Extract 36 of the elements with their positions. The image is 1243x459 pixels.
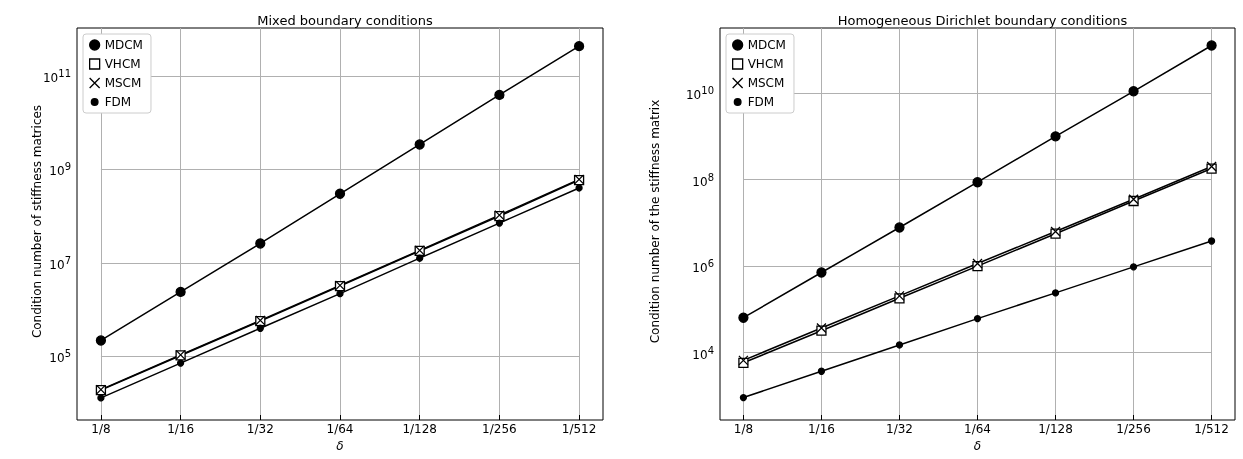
y-tick-label: 10$^{9}$ [49, 160, 71, 178]
y-axis-title: Condition number of the stiffness matrix [648, 99, 663, 344]
x-tick-label: 1/32 [246, 422, 274, 436]
legend-label: VHCM [104, 57, 141, 71]
x-tick-label: 1/64 [964, 422, 991, 436]
legend-label: FDM [104, 95, 132, 109]
x-tick-label: 1/8 [91, 422, 111, 436]
legend-label: FDM [747, 95, 775, 109]
x-tick-label: 1/128 [402, 422, 437, 436]
x-tick-label: 1/8 [733, 422, 754, 436]
y-tick-label: 10$^{5}$ [49, 347, 71, 365]
legend-label: MSCM [747, 76, 785, 90]
x-tick-label: 1/64 [326, 422, 354, 436]
legend-label: VHCM [747, 57, 784, 71]
y-tick-label: 10$^{6}$ [692, 257, 714, 275]
y-tick-label: 10$^{10}$ [685, 84, 714, 102]
x-tick-label: 1/128 [1038, 422, 1073, 436]
x-tick-label: 1/32 [885, 422, 913, 436]
x-tick-label: 1/512 [561, 422, 597, 436]
legend-label: MDCM [104, 38, 143, 52]
y-tick-label: 10$^{11}$ [42, 67, 71, 85]
x-axis-title: δ [973, 439, 982, 453]
chart-title: Mixed boundary conditions [257, 13, 433, 28]
x-axis-title: δ [336, 439, 344, 453]
legend-label: MSCM [104, 76, 142, 90]
y-tick-label: 10$^{7}$ [49, 254, 71, 272]
y-tick-label: 10$^{4}$ [692, 344, 714, 362]
x-tick-label: 1/256 [482, 422, 517, 436]
x-tick-label: 1/256 [1116, 422, 1151, 436]
chart-title: Homogeneous Dirichlet boundary conditions [837, 13, 1128, 28]
x-tick-label: 1/16 [167, 422, 195, 436]
x-tick-label: 1/512 [1194, 422, 1229, 436]
legend-label: MDCM [747, 38, 786, 52]
x-tick-label: 1/16 [807, 422, 835, 436]
y-tick-label: 10$^{8}$ [692, 171, 714, 189]
y-axis-title: Condition number of stiffness matrices [29, 104, 44, 339]
